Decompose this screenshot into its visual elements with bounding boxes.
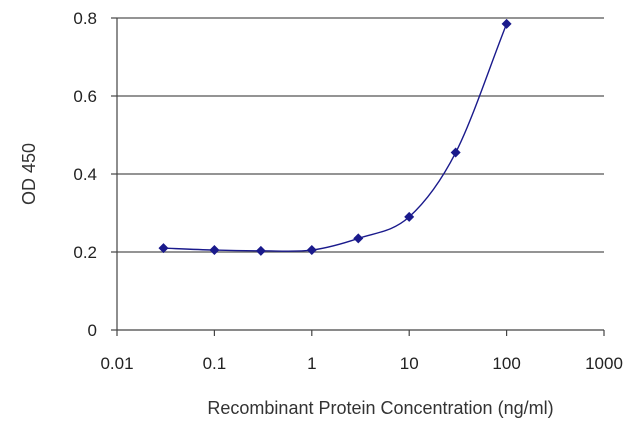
x-tick-label-0: 0.01 [100, 354, 133, 373]
data-point-0 [158, 243, 169, 254]
data-points [158, 18, 512, 256]
x-tick-label-4: 100 [492, 354, 520, 373]
data-point-6 [450, 147, 461, 158]
x-tick-label-3: 10 [400, 354, 419, 373]
y-tick-label-3: 0.6 [73, 87, 97, 106]
x-axis-title: Recombinant Protein Concentration (ng/ml… [207, 398, 553, 418]
data-point-1 [209, 245, 220, 256]
data-point-7 [501, 18, 512, 29]
fit-curve [163, 23, 508, 252]
data-point-5 [404, 211, 415, 222]
x-tick-label-5: 1000 [585, 354, 623, 373]
y-tick-label-1: 0.2 [73, 243, 97, 262]
x-axis-ticks: 0.01 0.1 1 10 100 1000 [100, 330, 623, 373]
y-tick-label-2: 0.4 [73, 165, 97, 184]
data-point-2 [255, 245, 266, 256]
y-tick-label-0: 0 [88, 321, 97, 340]
data-point-3 [306, 245, 317, 256]
gridlines [117, 17, 604, 253]
x-tick-label-2: 1 [307, 354, 316, 373]
data-point-4 [353, 233, 364, 244]
y-axis-ticks: 0 0.2 0.4 0.6 0.8 [73, 9, 117, 340]
y-tick-label-4: 0.8 [73, 9, 97, 28]
y-axis-title: OD 450 [19, 143, 39, 205]
x-tick-label-1: 0.1 [203, 354, 227, 373]
